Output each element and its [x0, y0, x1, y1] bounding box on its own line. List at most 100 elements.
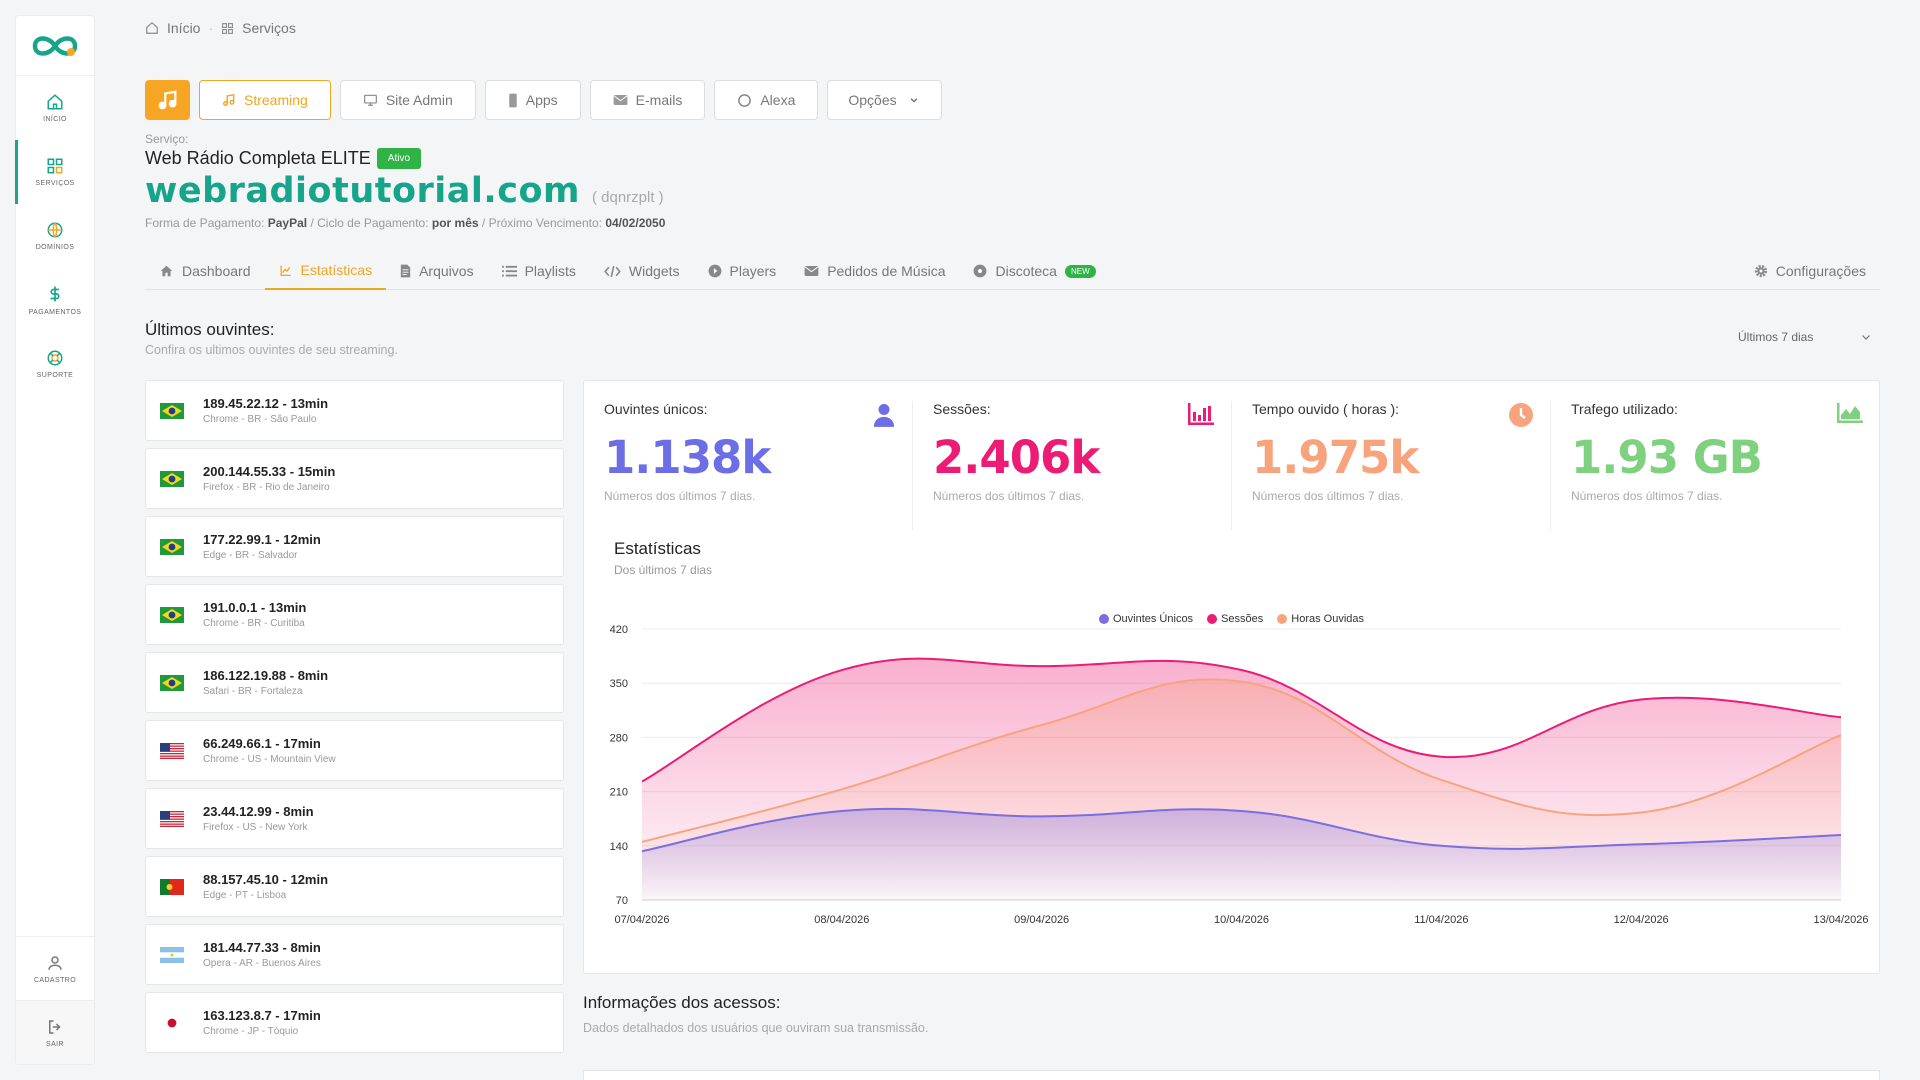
tab-dashboard[interactable]: Dashboard [145, 252, 265, 290]
listener-meta: Safari - BR - Fortaleza [203, 686, 303, 697]
info-table-container [583, 1070, 1880, 1080]
listener-info: 200.144.55.33 - 15min Firefox - BR - Rio … [203, 464, 335, 493]
due-label: / Próximo Vencimento: [481, 216, 602, 230]
stat-value: 1.93 GB [1571, 431, 1763, 484]
apps-button-label: Apps [525, 92, 558, 108]
flag-pt-icon [160, 878, 184, 895]
tab-players[interactable]: Players [694, 252, 791, 290]
flag-br-icon [160, 674, 184, 691]
sidebar-item-dominios[interactable]: Domínios [16, 204, 94, 268]
dashboard-icon [160, 265, 173, 277]
music-service-button[interactable] [145, 80, 190, 120]
listener-ip: 181.44.77.33 - 8min [203, 940, 321, 955]
sidebar-item-inicio[interactable]: Início [16, 76, 94, 140]
gear-icon [1754, 264, 1767, 278]
x-tick-label: 09/04/2026 [1014, 914, 1069, 926]
listener-card[interactable]: 66.249.66.1 - 17min Chrome - US - Mountai… [145, 720, 564, 781]
chevron-down-icon [910, 98, 917, 103]
listener-card[interactable]: 189.45.22.12 - 13min Chrome - BR - São Pa… [145, 380, 564, 441]
due-date: 04/02/2050 [605, 216, 666, 230]
listener-info: 177.22.99.1 - 12min Edge - BR - Salvador [203, 532, 321, 561]
alexa-button[interactable]: Alexa [714, 80, 819, 120]
x-tick-label: 13/04/2026 [1813, 914, 1868, 926]
bar-chart-icon [1188, 403, 1214, 425]
tab-configuracoes[interactable]: Configurações [1740, 252, 1880, 290]
listener-info: 186.122.19.88 - 8min Safari - BR - Fortal… [203, 668, 328, 697]
listener-card[interactable]: 163.123.8.7 - 17min Chrome - JP - Tóquio [145, 992, 564, 1053]
breadcrumb-home[interactable]: Início [167, 20, 201, 36]
stat-value: 1.975k [1252, 431, 1419, 484]
listener-card[interactable]: 23.44.12.99 - 8min Firefox - US - New Yor… [145, 788, 564, 849]
sidebar-item-sair[interactable]: Sair [16, 1000, 94, 1064]
sidebar: Início Serviços Domínios Pagamentos Supo… [15, 15, 95, 1065]
site-admin-button[interactable]: Site Admin [339, 80, 476, 120]
streaming-button[interactable]: Streaming [199, 80, 331, 120]
tab-estatisticas[interactable]: Estatísticas [264, 252, 387, 290]
sidebar-item-suporte[interactable]: Suporte [16, 332, 94, 396]
legend-item-horas[interactable]: Horas Ouvidas [1277, 613, 1364, 625]
tab-label: Dashboard [182, 263, 251, 279]
alexa-ring-icon [738, 93, 752, 107]
domain-row: webradiotutorial.com ( dqnrzplt ) [145, 171, 665, 211]
chart-subtitle: Dos últimos 7 dias [614, 563, 713, 577]
lifebuoy-icon [47, 350, 63, 366]
user-icon [873, 404, 895, 427]
listener-info: 189.45.22.12 - 13min Chrome - BR - São Pa… [203, 396, 328, 425]
tab-label: Playlists [524, 263, 576, 279]
listener-ip: 23.44.12.99 - 8min [203, 804, 314, 819]
listener-meta: Edge - PT - Lisboa [203, 890, 287, 901]
sidebar-item-pagamentos[interactable]: Pagamentos [16, 268, 94, 332]
listener-ip: 200.144.55.33 - 15min [203, 464, 336, 479]
y-tick-label: 350 [610, 678, 628, 690]
listener-ip: 189.45.22.12 - 13min [203, 396, 329, 411]
period-select[interactable]: Últimos 7 dias [1730, 322, 1880, 352]
apps-button[interactable]: Apps [484, 80, 581, 120]
grid-icon [47, 158, 63, 174]
tab-widgets[interactable]: Widgets [590, 252, 694, 290]
payment-cycle: por mês [431, 216, 479, 230]
globe-icon [47, 222, 63, 238]
sidebar-item-servicos[interactable]: Serviços [15, 140, 94, 204]
tab-arquivos[interactable]: Arquivos [386, 252, 487, 290]
legend-item-ouvintes[interactable]: Ouvintes Únicos [1098, 613, 1193, 625]
tab-label: Arquivos [419, 263, 474, 279]
stat-value: 1.138k [604, 431, 771, 484]
payment-method: PayPal [267, 216, 308, 230]
listener-info: 181.44.77.33 - 8min Opera - AR - Buenos A… [203, 940, 321, 969]
listener-card[interactable]: 200.144.55.33 - 15min Firefox - BR - Rio … [145, 448, 564, 509]
stat-label: Ouvintes únicos: [604, 401, 708, 417]
listener-card[interactable]: 177.22.99.1 - 12min Edge - BR - Salvador [145, 516, 564, 577]
service-info: Serviço: Web Rádio Completa ELITE Ativo … [145, 132, 665, 230]
x-tick-label: 08/04/2026 [814, 914, 869, 926]
listener-card[interactable]: 181.44.77.33 - 8min Opera - AR - Buenos A… [145, 924, 564, 985]
logo[interactable] [16, 16, 94, 76]
sidebar-item-label: Pagamentos [28, 309, 82, 316]
listener-info: 88.157.45.10 - 12min Edge - PT - Lisboa [203, 872, 328, 901]
listener-meta: Chrome - US - Mountain View [203, 754, 336, 765]
listener-ip: 66.249.66.1 - 17min [203, 736, 321, 751]
tab-playlists[interactable]: Playlists [488, 252, 590, 290]
stat-note: Números dos últimos 7 dias. [933, 489, 1085, 503]
section-subtitle: Dados detalhados dos usuários que ouvira… [583, 1021, 929, 1035]
mail-icon [804, 266, 819, 276]
legend-item-sessoes[interactable]: Sessões [1207, 613, 1263, 625]
listener-card[interactable]: 186.122.19.88 - 8min Safari - BR - Fortal… [145, 652, 564, 713]
stat-trafego: Trafego utilizado: 1.93 GB Números dos ú… [1551, 381, 1881, 531]
stat-ouvintes-unicos: Ouvintes únicos: 1.138k Números dos últi… [584, 381, 913, 531]
sidebar-item-cadastro[interactable]: Cadastro [16, 936, 94, 1000]
disc-icon [974, 264, 987, 278]
tab-discoteca[interactable]: Discoteca NEW [959, 252, 1109, 290]
listener-ip: 163.123.8.7 - 17min [203, 1008, 321, 1023]
breadcrumb-separator: · [208, 20, 214, 36]
listener-info: 23.44.12.99 - 8min Firefox - US - New Yor… [203, 804, 314, 833]
list-icon [501, 265, 517, 276]
listener-card[interactable]: 88.157.45.10 - 12min Edge - PT - Lisboa [145, 856, 564, 917]
flag-ar-icon [160, 946, 184, 963]
breadcrumb-current[interactable]: Serviços [242, 20, 296, 36]
tab-pedidos-de-musica[interactable]: Pedidos de Música [790, 252, 959, 290]
opcoes-dropdown[interactable]: Opções [827, 80, 942, 120]
listener-card[interactable]: 191.0.0.1 - 13min Chrome - BR - Curitiba [145, 584, 564, 645]
tab-label: Widgets [628, 263, 680, 279]
emails-button[interactable]: E-mails [589, 80, 706, 120]
new-badge: NEW [1064, 264, 1096, 278]
